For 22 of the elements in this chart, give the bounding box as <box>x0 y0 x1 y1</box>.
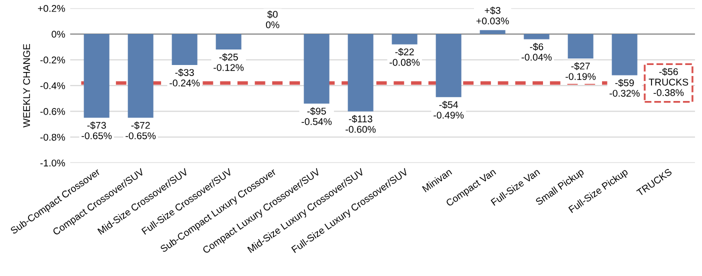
data-label: -$25 -0.12% <box>214 53 244 71</box>
y-tick-label: +0.2% <box>38 5 65 12</box>
data-label: -$6 -0.04% <box>522 42 552 61</box>
y-tick-label: -0.6% <box>40 108 65 115</box>
y-tick-label: -0.8% <box>40 134 65 141</box>
y-tick-label: 0% <box>52 30 65 38</box>
y-tick-label: -0.2% <box>40 56 65 64</box>
data-label: -$27 -0.19% <box>566 62 596 80</box>
data-label: -$113 -0.60% <box>346 115 376 133</box>
data-label: -$73 -0.65% <box>82 121 112 140</box>
y-tick-label: -1.0% <box>40 160 65 166</box>
data-label: -$22 -0.08% <box>390 48 420 66</box>
y-axis-title: WEEKLY CHANGE <box>23 44 30 128</box>
data-label: $0 0% <box>266 10 280 28</box>
data-label: -$59 -0.32% <box>610 78 640 97</box>
data-label: -$72 -0.65% <box>126 121 156 140</box>
ref-line-label: -$56 TRUCKS -0.38% <box>648 68 688 96</box>
data-label: -$54 -0.49% <box>434 100 464 119</box>
data-label: +$3 +0.03% <box>476 6 509 24</box>
y-tick-label: -0.4% <box>40 82 65 90</box>
data-label: -$95 -0.54% <box>302 107 332 126</box>
data-label: -$33 -0.24% <box>170 68 200 86</box>
